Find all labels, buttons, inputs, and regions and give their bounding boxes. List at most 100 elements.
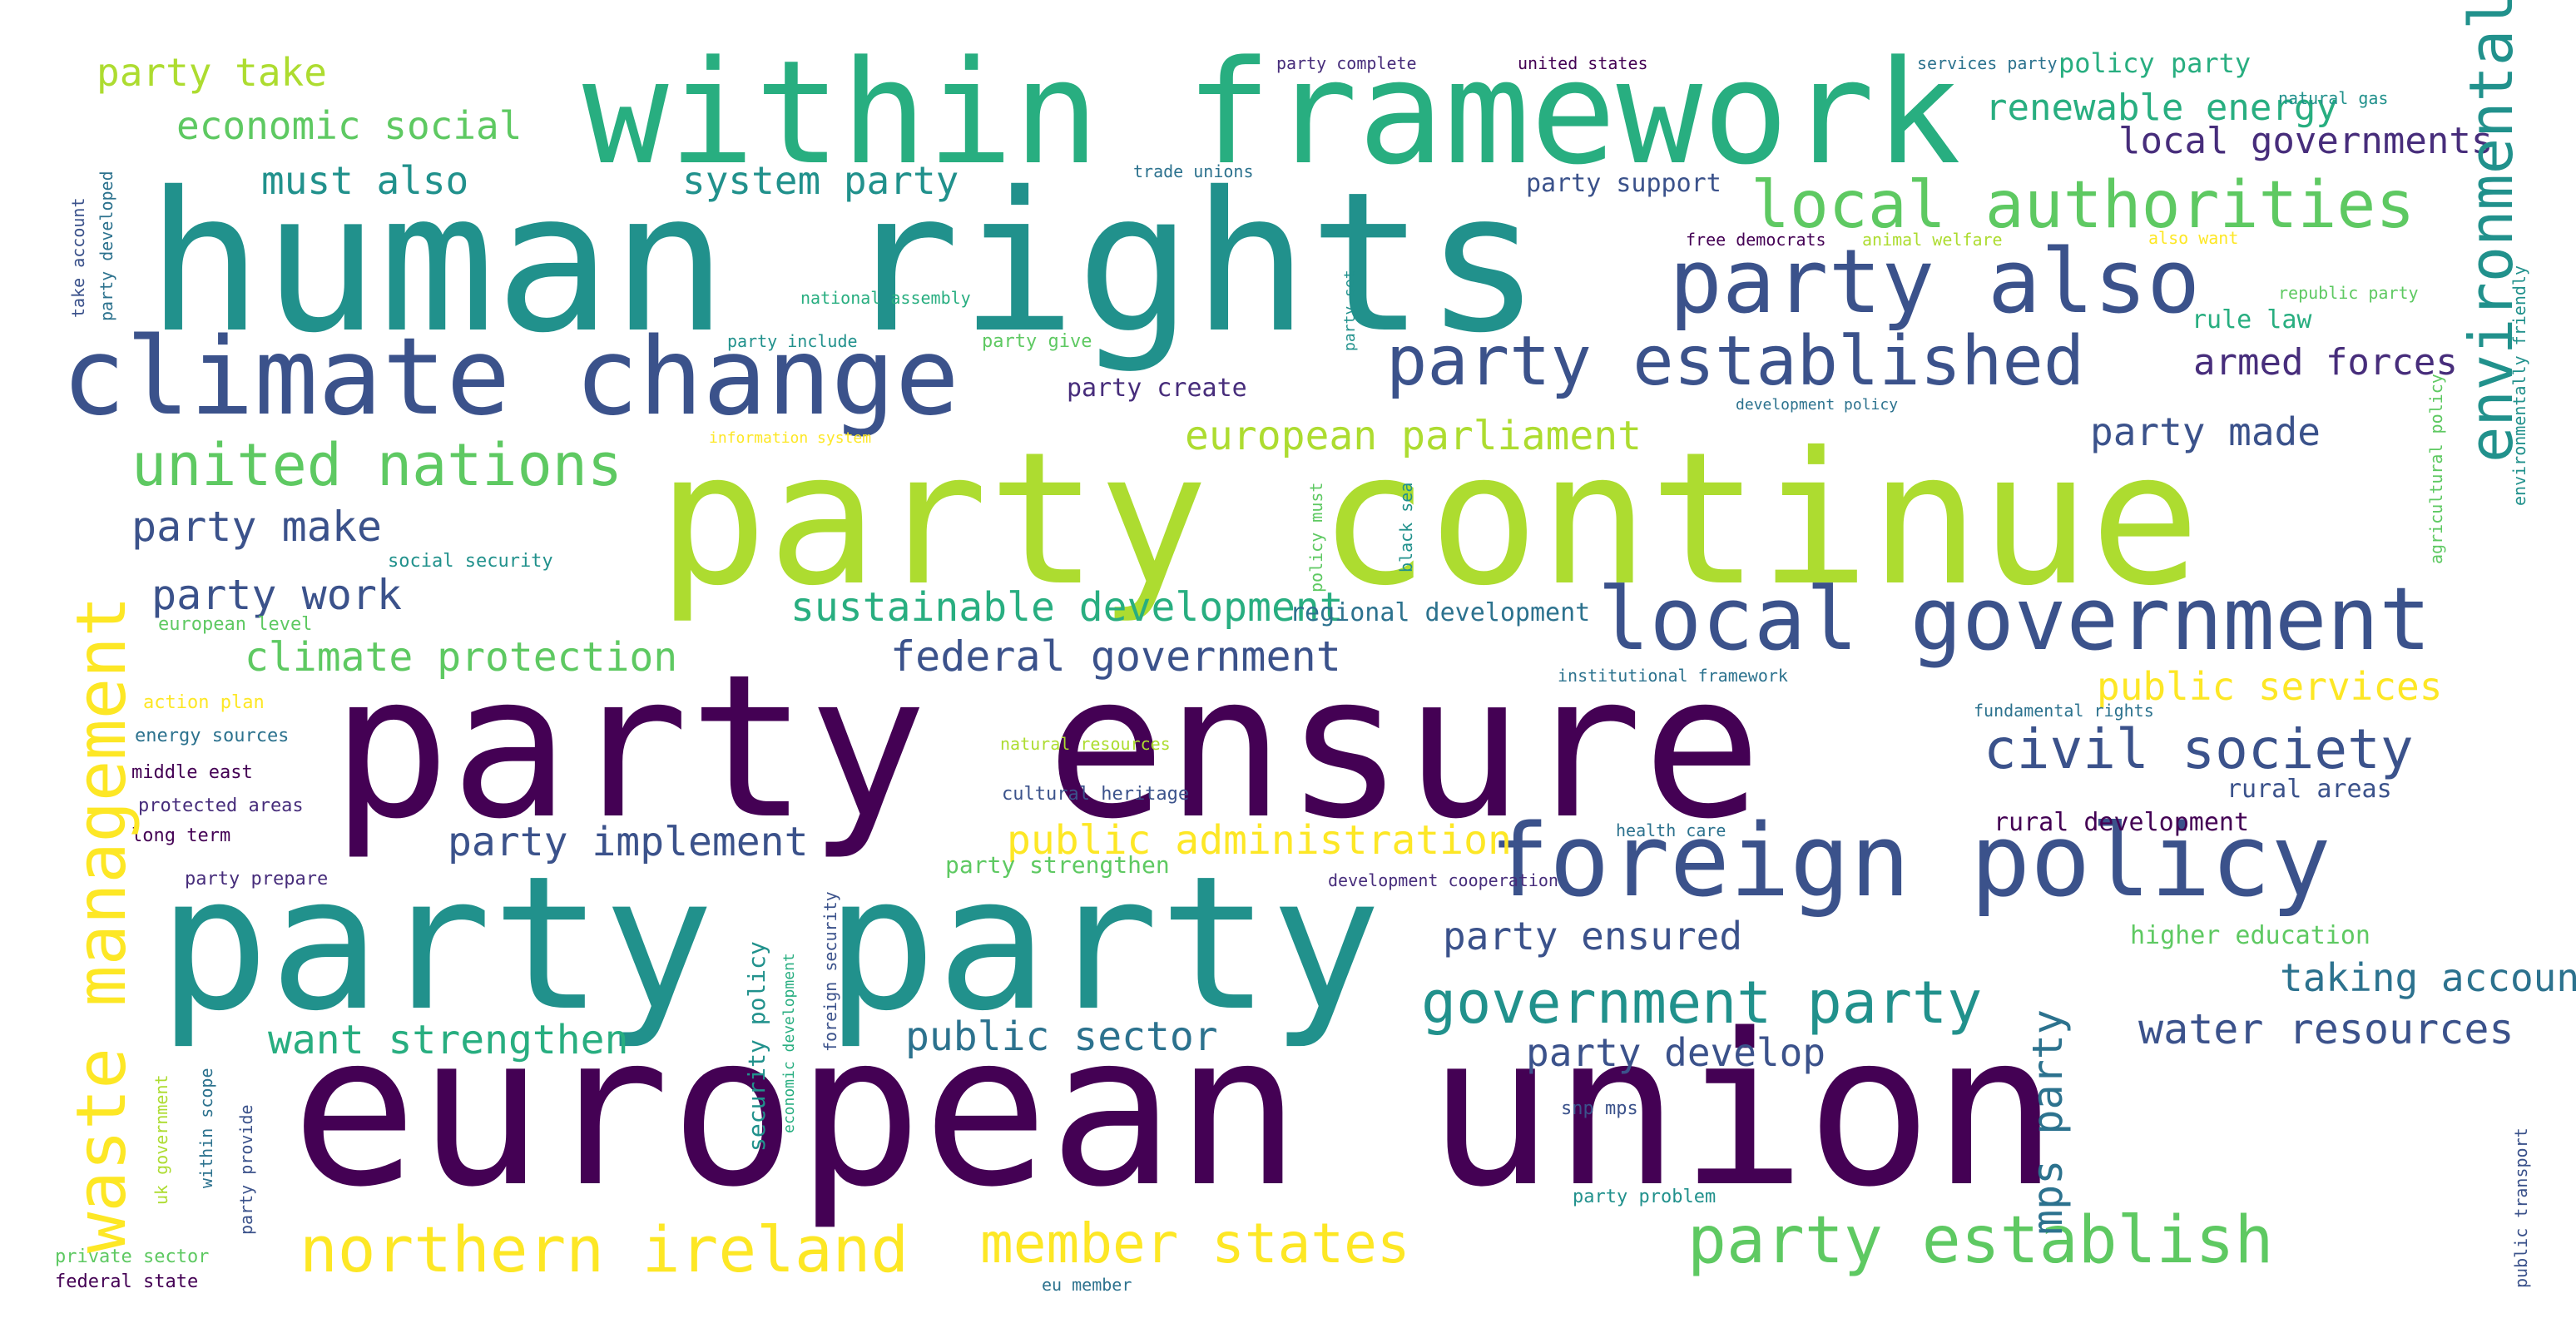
word-sustainable-development: federal government [890, 632, 1341, 681]
word-party-ensured: public sector [905, 1013, 1218, 1060]
word-public-administration: european parliament [1185, 413, 1642, 459]
word-party-establish: waste management [62, 596, 141, 1253]
word-agricultural-policy: agricultural policy [2426, 374, 2446, 564]
word-protected-areas: action plan [143, 692, 265, 713]
word-united-nations: government party [1421, 969, 1983, 1037]
word-economic-development: economic development [780, 953, 798, 1133]
word-environmental-protection: united states [1518, 53, 1648, 73]
word-united-states: republic party [2278, 283, 2419, 303]
word-public-transport: public transport [2511, 1127, 2531, 1288]
word-european-level: party strengthen [945, 851, 1170, 879]
word-human-rights: human rights [146, 151, 1542, 375]
word-party-set: party set [1341, 270, 1359, 351]
word-black-sea: black sea [1396, 482, 1416, 572]
word-economic-social: must also [261, 158, 469, 203]
word-institutional-framework: eu member [1042, 1275, 1132, 1295]
word-member-states: northern ireland [300, 1212, 909, 1286]
word-rural-development: party create [1067, 374, 1247, 403]
word-rule-law: armed forces [2193, 341, 2458, 384]
word-party-give: fundamental rights [1974, 701, 2154, 721]
word-national-assembly: development policy [1736, 396, 1899, 414]
word-european-parliament: climate protection [245, 634, 678, 681]
word-party-strengthen: rural areas [2227, 775, 2392, 804]
word-taking-account: water resources [2138, 1005, 2514, 1053]
word-party-create: party made [2090, 409, 2321, 454]
word-northern-ireland: party establish [1687, 1203, 2274, 1278]
word-action-plan: party support [1526, 169, 1721, 198]
word-climate-protection: party make [131, 503, 383, 551]
word-public-sector: party implement [448, 819, 809, 865]
word-party-complete: natural gas [2278, 88, 2389, 108]
word-system-party: public services [2097, 664, 2443, 709]
word-party-made: renewable energy [1985, 87, 2338, 129]
word-public-services: party ensured [1443, 914, 1743, 959]
word-foreign-security: foreign security [820, 891, 840, 1052]
word-security-policy: security policy [743, 941, 770, 1152]
word-federal-state: snp mps [1561, 1098, 1638, 1119]
word-party-support: rural development [1994, 808, 2250, 837]
word-policy-party: local governments [2118, 120, 2494, 162]
word-natural-resources: long term [131, 825, 231, 846]
word-middle-east: european level [158, 614, 313, 635]
word-party-implement: sustainable development [790, 584, 1344, 631]
word-party-continue: party continue [657, 413, 2201, 626]
word-trade-unions: services party [1917, 53, 2058, 73]
word-cultural-heritage: protected areas [138, 795, 304, 816]
word-private-sector: party problem [1573, 1187, 1717, 1207]
word-party-provide: party provide [236, 1104, 256, 1235]
word-snp-mps: natural resources [1000, 734, 1171, 754]
word-mps-party: trade unions [1133, 161, 1254, 181]
word-higher-education: regional development [1290, 598, 1591, 627]
word-animal-welfare: party include [727, 331, 858, 351]
word-party-established: party established [1386, 322, 2085, 401]
word-development-cooperation: party prepare [185, 869, 329, 890]
word-party-ensure: party ensure [331, 632, 1762, 863]
word-party-take: taking account [2280, 955, 2576, 1000]
word-local-authorities: local authorities [1751, 168, 2415, 243]
word-natural-gas: animal welfare [1862, 230, 2003, 250]
word-eu-member: health care [1616, 820, 1726, 840]
word-policy-must: policy must [1306, 482, 1326, 592]
word-party-include: information system [709, 429, 872, 447]
word-within-framework: within framework [582, 29, 1961, 196]
word-local-government: local government [1598, 568, 2431, 670]
word-long-term: energy sources [135, 726, 290, 746]
word-federal-government: party work [151, 571, 403, 619]
word-republic-party: free democrats [1686, 230, 1826, 250]
word-party-also: party also [1669, 230, 2201, 333]
word-services-party: also want [2148, 228, 2239, 248]
word-information-system: private sector [55, 1246, 210, 1267]
word-armed-forces: economic social [176, 103, 523, 148]
word-waste-management: party complete [1276, 53, 1417, 73]
word-party-problem: development cooperation [1328, 870, 1558, 890]
word-government-party: member states [980, 1212, 1410, 1276]
word-uk-government: uk government [151, 1074, 171, 1205]
word-party-develop: want strengthen [268, 1017, 629, 1063]
word-social-security: higher education [2130, 921, 2370, 950]
word-free-democrats: party give [982, 331, 1092, 352]
word-rural-areas: rule law [2192, 305, 2312, 334]
word-party-prepare: middle east [131, 762, 253, 783]
word-civil-society: united nations [131, 431, 623, 499]
word-local-governments: party take [97, 50, 327, 95]
word-energy-sources: social security [388, 551, 553, 572]
word-within-scope: within scope [196, 1068, 216, 1189]
word-fundamental-rights: federal state [55, 1271, 199, 1292]
word-party-party: party party [158, 837, 1382, 1052]
word-health-care: cultural heritage [1002, 784, 1190, 805]
word-party-developed: party developed [97, 171, 116, 321]
word-regional-development: policy party [2058, 47, 2252, 79]
word-also-want: national assembly [800, 288, 971, 308]
word-climate-change: climate change [62, 315, 959, 439]
word-must-also: mps party [2024, 1009, 2072, 1235]
word-foreign-policy: foreign policy [1489, 804, 2331, 919]
word-want-strengthen: public administration [1007, 817, 1512, 864]
word-renewable-energy: system party [682, 158, 959, 203]
word-european-union: european union [291, 989, 2059, 1233]
word-environmentally-friendly: environmentally friendly [2509, 265, 2529, 506]
word-water-resources: party develop [1526, 1030, 1826, 1075]
word-take-account: take account [68, 197, 88, 319]
word-development-policy: institutional framework [1558, 666, 1788, 686]
word-party-work: civil society [1984, 717, 2414, 781]
